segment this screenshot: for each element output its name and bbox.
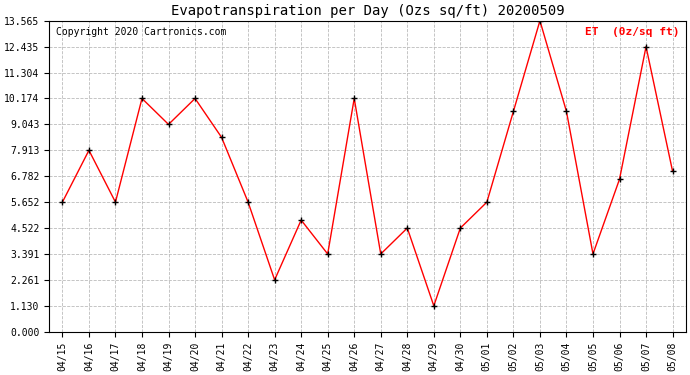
Text: Copyright 2020 Cartronics.com: Copyright 2020 Cartronics.com [55,27,226,37]
Text: ET  (0z/sq ft): ET (0z/sq ft) [585,27,680,37]
Title: Evapotranspiration per Day (Ozs sq/ft) 20200509: Evapotranspiration per Day (Ozs sq/ft) 2… [170,4,564,18]
